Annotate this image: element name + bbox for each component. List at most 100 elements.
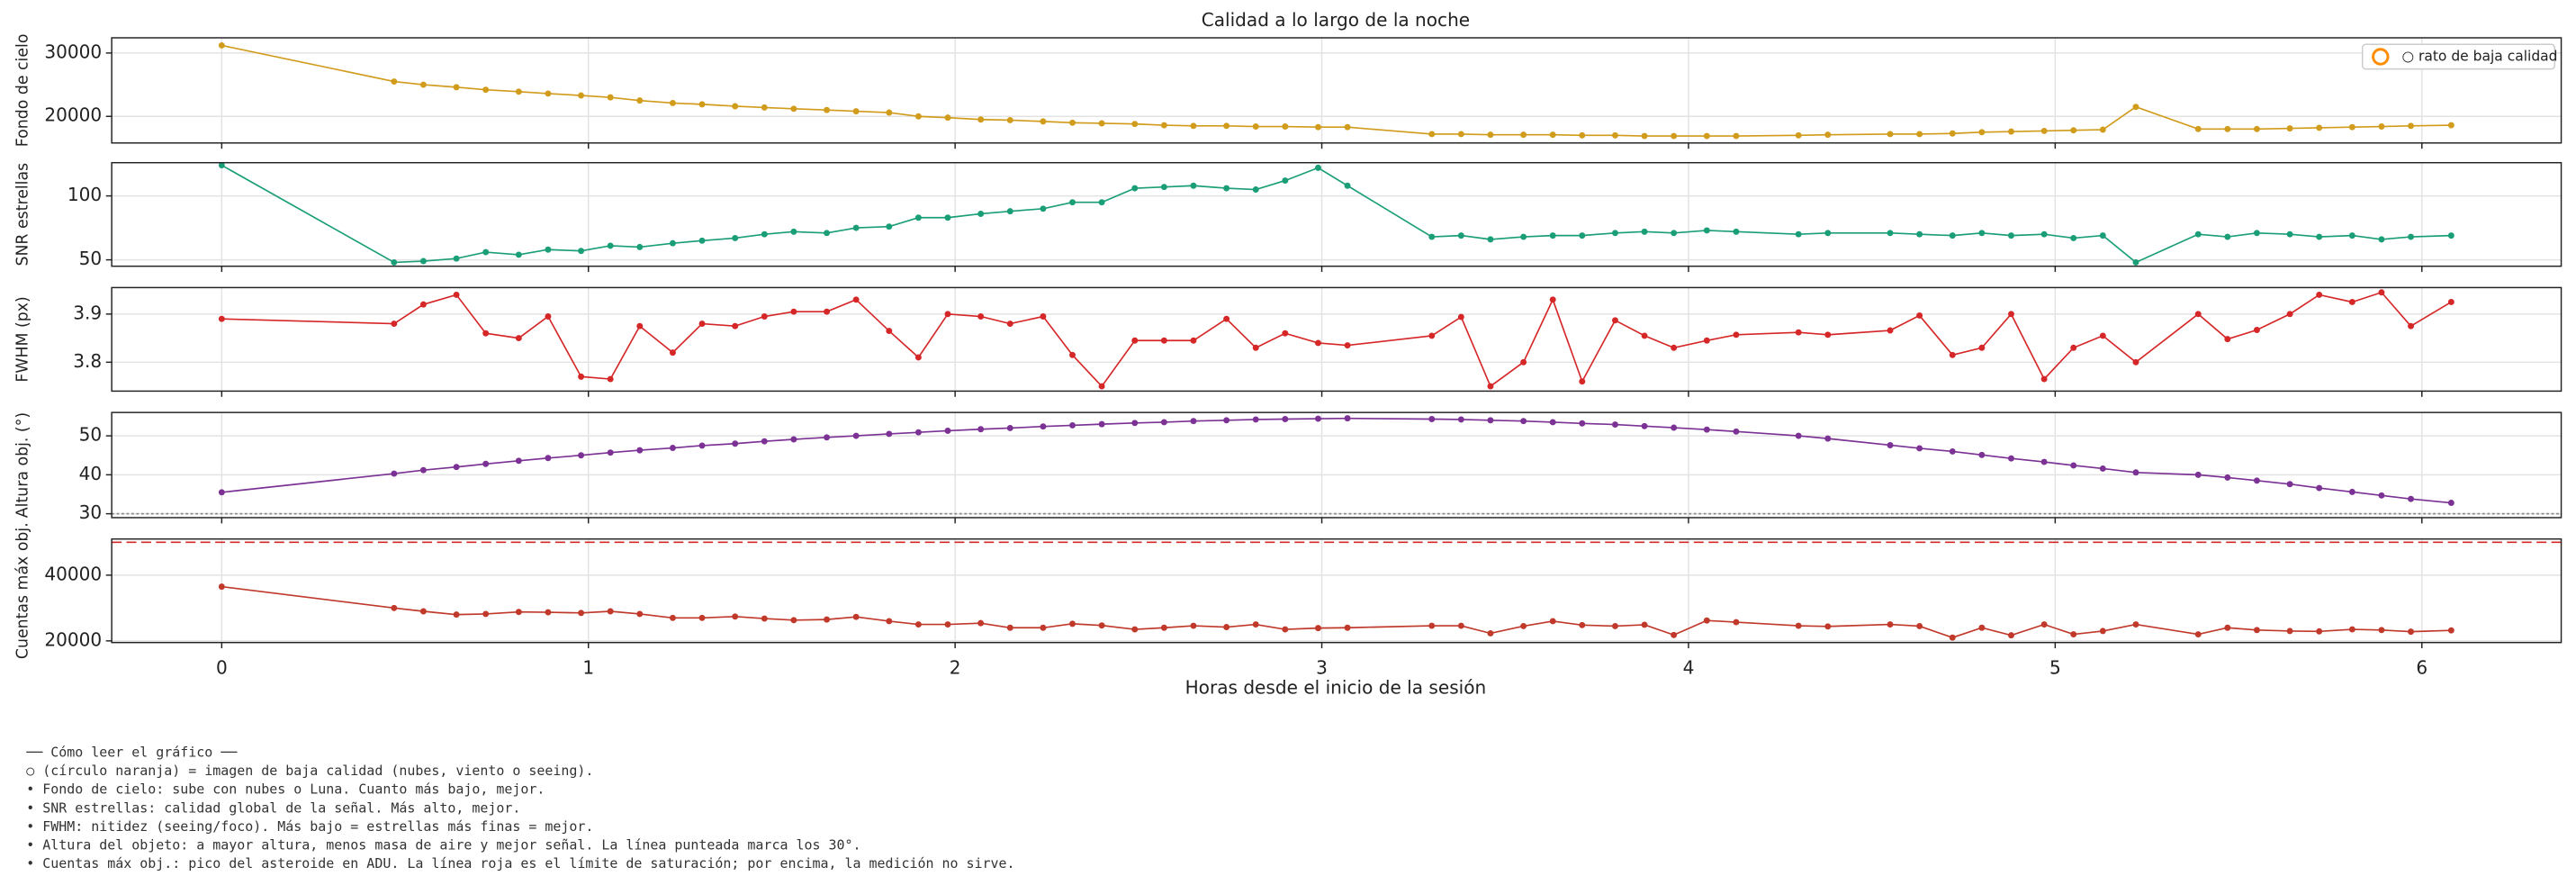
data-point bbox=[977, 619, 985, 627]
data-point bbox=[886, 109, 893, 116]
data-point bbox=[1579, 621, 1586, 628]
data-point bbox=[944, 311, 951, 318]
data-point bbox=[1069, 620, 1076, 628]
data-point bbox=[886, 618, 893, 625]
data-point bbox=[2348, 299, 2355, 305]
data-point bbox=[1949, 130, 1956, 137]
data-point bbox=[2408, 322, 2415, 330]
data-point bbox=[1315, 164, 1321, 171]
data-point bbox=[391, 78, 398, 86]
data-point bbox=[1579, 420, 1586, 427]
data-point bbox=[2378, 123, 2385, 130]
data-point bbox=[391, 258, 398, 266]
data-point bbox=[578, 373, 585, 380]
data-point bbox=[1006, 624, 1013, 631]
data-point bbox=[1579, 378, 1586, 385]
data-point bbox=[1641, 621, 1648, 628]
data-point bbox=[732, 322, 739, 330]
data-point bbox=[1641, 132, 1648, 140]
notes-line: • SNR estrellas: calidad global de la se… bbox=[26, 799, 520, 816]
data-point bbox=[1612, 622, 1618, 629]
data-point bbox=[2348, 488, 2355, 495]
data-point bbox=[2224, 125, 2231, 132]
data-point bbox=[698, 237, 706, 244]
data-point bbox=[1160, 337, 1167, 344]
data-point bbox=[1098, 420, 1105, 428]
data-point bbox=[453, 464, 460, 471]
data-point bbox=[1824, 435, 1832, 442]
notes-line: ○ (círculo naranja) = imagen de baja cal… bbox=[26, 763, 593, 779]
data-point bbox=[1282, 123, 1289, 130]
data-point bbox=[1223, 624, 1230, 630]
data-point bbox=[1252, 186, 1259, 193]
data-point bbox=[515, 88, 522, 95]
data-point bbox=[1703, 132, 1710, 140]
data-point bbox=[852, 296, 860, 303]
data-point bbox=[1190, 337, 1197, 344]
data-point bbox=[1131, 337, 1139, 344]
data-point bbox=[2348, 626, 2355, 633]
data-point bbox=[824, 434, 831, 441]
y-tick-label: 40 bbox=[79, 463, 103, 484]
data-point bbox=[761, 313, 768, 320]
data-point bbox=[1949, 634, 1956, 641]
data-point bbox=[1160, 122, 1167, 129]
data-point bbox=[2408, 495, 2415, 502]
data-point bbox=[1252, 123, 1259, 130]
y-tick-label: 20000 bbox=[44, 628, 102, 650]
data-point bbox=[1487, 629, 1494, 637]
data-point bbox=[1733, 619, 1740, 626]
y-tick-label: 100 bbox=[68, 184, 102, 205]
data-point bbox=[482, 330, 490, 337]
data-point bbox=[977, 211, 985, 217]
data-point bbox=[1549, 618, 1556, 625]
data-point bbox=[1190, 182, 1197, 189]
data-point bbox=[419, 608, 427, 615]
data-point bbox=[515, 609, 522, 616]
data-point bbox=[218, 583, 225, 591]
data-point bbox=[698, 614, 706, 621]
data-point bbox=[2316, 484, 2323, 492]
data-point bbox=[1131, 626, 1139, 633]
data-point bbox=[515, 457, 522, 465]
data-point bbox=[2253, 627, 2260, 634]
data-point bbox=[1487, 383, 1494, 390]
data-point bbox=[2040, 621, 2048, 628]
data-point bbox=[2132, 358, 2139, 366]
data-point bbox=[1978, 230, 1986, 237]
data-point bbox=[1949, 351, 1956, 358]
data-point bbox=[852, 108, 860, 115]
data-point bbox=[2447, 232, 2454, 239]
data-point bbox=[824, 230, 831, 237]
data-point bbox=[852, 432, 860, 439]
data-point bbox=[636, 610, 644, 618]
data-point bbox=[2224, 474, 2231, 481]
data-point bbox=[2447, 500, 2454, 506]
data-point bbox=[2408, 628, 2415, 636]
data-point bbox=[761, 230, 768, 238]
data-line bbox=[221, 164, 2452, 264]
chart-title: Calidad a lo largo de la noche bbox=[1202, 9, 1470, 31]
data-point bbox=[1098, 622, 1105, 629]
data-point bbox=[1457, 131, 1464, 138]
data-point bbox=[977, 426, 985, 433]
data-point bbox=[1344, 123, 1351, 131]
x-tick-label: 1 bbox=[582, 656, 594, 678]
data-point bbox=[2070, 462, 2077, 469]
data-point bbox=[1457, 622, 1464, 629]
data-point bbox=[607, 375, 614, 383]
data-point bbox=[419, 257, 427, 265]
data-point bbox=[1131, 121, 1139, 128]
data-point bbox=[1671, 344, 1678, 351]
data-point bbox=[914, 113, 922, 120]
data-point bbox=[2316, 233, 2323, 240]
data-point bbox=[545, 455, 552, 462]
data-point bbox=[578, 248, 585, 255]
data-point bbox=[732, 440, 739, 447]
data-point bbox=[2378, 627, 2385, 634]
data-point bbox=[218, 162, 225, 169]
panel: 20000 30000 Fondo de cielo bbox=[14, 34, 2562, 149]
data-point bbox=[1795, 131, 1802, 139]
legend: ○ rato de baja calidad bbox=[2361, 43, 2558, 70]
data-point bbox=[1069, 421, 1076, 429]
